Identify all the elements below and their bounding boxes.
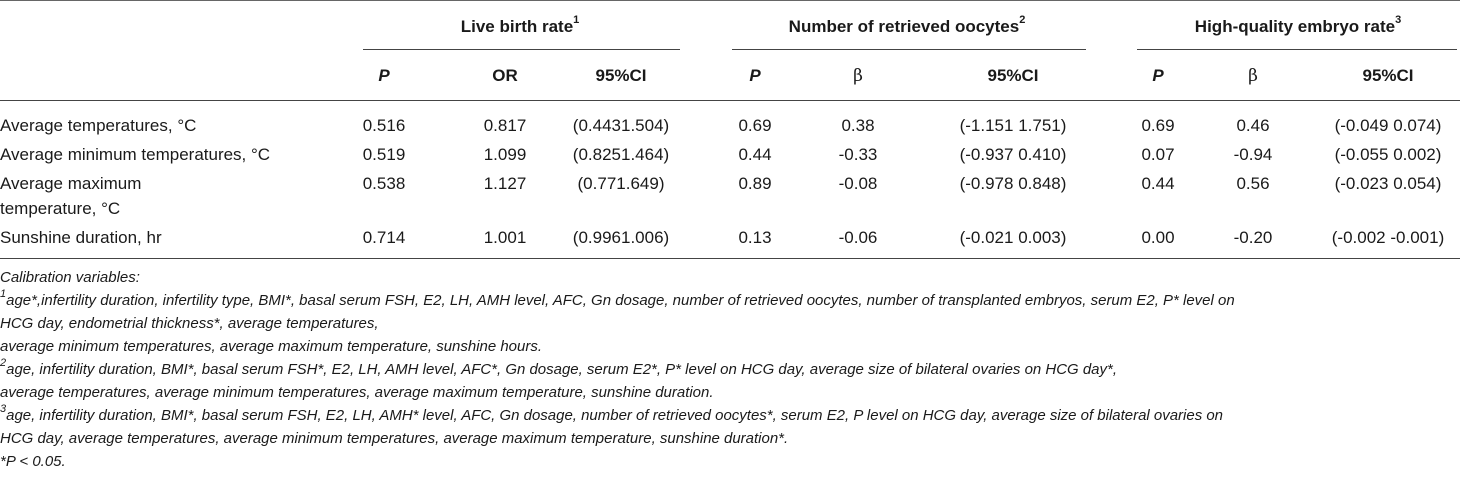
table-cell: 1.127 [483, 174, 527, 193]
calibration-label: Calibration variables: [0, 269, 140, 286]
subheader-ci: 95%CI [595, 66, 647, 85]
footnote-1-line: 1age*,infertility duration, infertility … [0, 288, 1235, 310]
footnote-1-line: HCG day, endometrial thickness*, average… [0, 315, 379, 332]
group-rule-oocytes [732, 49, 1086, 50]
subheader-or: OR [492, 66, 518, 85]
row-label: Average minimum temperatures, °C [0, 145, 271, 164]
table-cell: (-0.023 0.054) [1334, 174, 1442, 193]
row-label: Average temperatures, °C [0, 116, 197, 135]
body-bottom-rule [0, 258, 1460, 259]
table-cell: 0.44 [1141, 174, 1175, 193]
table-cell: 1.099 [483, 145, 527, 164]
table-cell: -0.33 [838, 145, 878, 164]
subheader-beta: β [1248, 66, 1258, 86]
table-cell: 0.46 [1236, 116, 1270, 135]
table-cell: 0.817 [483, 116, 527, 135]
group-rule-live-birth [363, 49, 680, 50]
table-cell: (-0.021 0.003) [959, 228, 1067, 247]
table-cell: (-1.151 1.751) [959, 116, 1067, 135]
table-cell: 1.001 [483, 228, 527, 247]
row-label: Sunshine duration, hr [0, 228, 162, 247]
table-cell: (-0.055 0.002) [1334, 145, 1442, 164]
table-cell: 0.538 [362, 174, 406, 193]
table-cell: (0.771.649) [577, 174, 665, 193]
table-cell: 0.00 [1141, 228, 1175, 247]
table-cell: (-0.937 0.410) [959, 145, 1067, 164]
table-cell: (0.8251.464) [572, 145, 670, 164]
table-cell: (-0.049 0.074) [1334, 116, 1442, 135]
table-cell: 0.69 [738, 116, 772, 135]
group-header-embryo: High-quality embryo rate3 [1194, 14, 1402, 36]
table-cell: -0.08 [838, 174, 878, 193]
significance-note: *P < 0.05. [0, 453, 66, 470]
table-cell: (-0.978 0.848) [959, 174, 1067, 193]
footnote-2-line: 2age, infertility duration, BMI*, basal … [0, 357, 1117, 379]
group-header-oocytes: Number of retrieved oocytes2 [788, 14, 1026, 36]
footnote-1-line: average minimum temperatures, average ma… [0, 338, 542, 355]
table-cell: 0.56 [1236, 174, 1270, 193]
table-cell: 0.13 [738, 228, 772, 247]
table-cell: 0.38 [841, 116, 875, 135]
table-cell: 0.07 [1141, 145, 1175, 164]
group-rule-embryo [1137, 49, 1457, 50]
table-cell: (0.4431.504) [572, 116, 670, 135]
table-cell: -0.20 [1233, 228, 1273, 247]
table-cell: 0.516 [362, 116, 406, 135]
table-cell: 0.44 [738, 145, 772, 164]
subheader-p: P [378, 66, 390, 85]
table-cell: 0.519 [362, 145, 406, 164]
row-label: Average maximum [0, 174, 142, 193]
table-footnotes: Calibration variables: 1age*,infertility… [0, 266, 1458, 473]
header-bottom-rule [0, 100, 1460, 101]
table-cell: 0.714 [362, 228, 406, 247]
row-label-continued: temperature, °C [0, 199, 121, 218]
subheader-beta: β [853, 66, 863, 86]
subheader-ci: 95%CI [987, 66, 1039, 85]
table-cell: -0.94 [1233, 145, 1273, 164]
table-cell: -0.06 [838, 228, 878, 247]
subheader-ci: 95%CI [1362, 66, 1414, 85]
top-rule [0, 0, 1460, 1]
table-cell: 0.69 [1141, 116, 1175, 135]
table-cell: (-0.002 -0.001) [1331, 228, 1445, 247]
footnote-3-line: HCG day, average temperatures, average m… [0, 430, 789, 447]
group-header-live-birth: Live birth rate1 [460, 14, 580, 36]
footnote-2-line: average temperatures, average minimum te… [0, 384, 714, 401]
subheader-p: P [749, 66, 761, 85]
subheader-p: P [1152, 66, 1164, 85]
table-cell: (0.9961.006) [572, 228, 670, 247]
table-cell: 0.89 [738, 174, 772, 193]
footnote-3-line: 3age, infertility duration, BMI*, basal … [0, 403, 1224, 425]
